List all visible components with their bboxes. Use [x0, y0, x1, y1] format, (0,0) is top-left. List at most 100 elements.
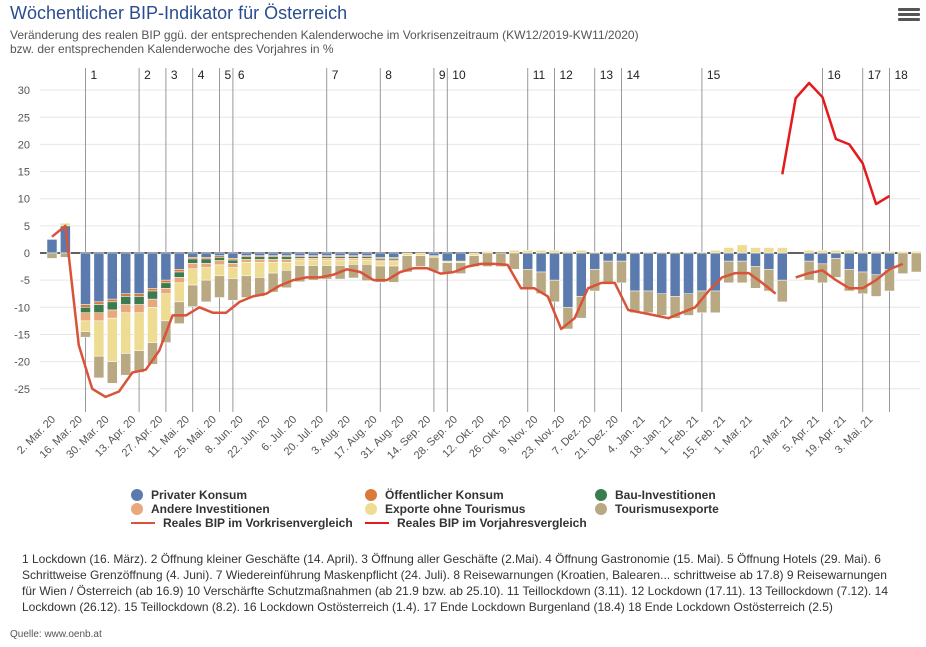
- bar-segment: [803, 252, 815, 262]
- legend-item[interactable]: Exporte ohne Tourismus: [365, 502, 525, 516]
- legend-label: Reales BIP im Vorkrisenvergleich: [163, 516, 353, 530]
- bar-segment: [830, 250, 842, 254]
- bar-segment: [884, 251, 895, 254]
- bar-segment: [133, 252, 145, 294]
- bar-segment: [227, 267, 239, 279]
- legend-swatch: [595, 503, 607, 515]
- legend-item[interactable]: Bau-Investitionen: [595, 488, 716, 502]
- bar-segment: [160, 279, 172, 284]
- bar-segment: [93, 301, 105, 305]
- bar-segment: [683, 251, 694, 254]
- bar-segment: [308, 265, 319, 281]
- legend-item[interactable]: Reales BIP im Vorkrisenvergleich: [131, 516, 353, 530]
- y-tick-label: 30: [18, 85, 30, 97]
- legend-swatch: [365, 489, 377, 501]
- bar-segment: [656, 251, 667, 254]
- bar-segment: [522, 269, 533, 289]
- bar-segment: [656, 252, 667, 294]
- bar-segment: [241, 252, 252, 256]
- bar-segment: [120, 353, 131, 376]
- bar-segment: [750, 247, 761, 254]
- event-label: 8: [385, 68, 392, 82]
- bar-segment: [857, 271, 868, 294]
- legend-item[interactable]: Andere Investitionen: [131, 502, 270, 516]
- bar-segment: [777, 279, 788, 303]
- bar-segment: [294, 265, 306, 283]
- event-label: 4: [198, 68, 205, 82]
- legend-label: Tourismusexporte: [615, 502, 719, 516]
- bar-segment: [522, 252, 533, 270]
- bar-segment: [308, 252, 319, 256]
- bar-segment: [120, 312, 131, 354]
- bar-segment: [187, 252, 198, 258]
- bar-segment: [241, 256, 252, 260]
- bar-segment: [683, 252, 694, 294]
- bar-segment: [80, 304, 91, 308]
- legend-item[interactable]: Reales BIP im Vorjahresvergleich: [365, 516, 587, 530]
- y-tick-label: 25: [18, 112, 30, 124]
- legend-swatch: [365, 503, 377, 515]
- bar-segment: [187, 258, 198, 264]
- event-label: 15: [707, 68, 721, 82]
- hamburger-menu-icon[interactable]: [898, 6, 920, 24]
- y-tick-label: 20: [18, 139, 30, 151]
- bar-segment: [241, 259, 252, 263]
- bar-segment: [509, 250, 520, 254]
- bar-segment: [696, 251, 708, 254]
- bar-segment: [643, 252, 654, 292]
- bar-segment: [80, 307, 91, 313]
- event-label: 1: [91, 68, 98, 82]
- legend-swatch: [595, 489, 607, 501]
- bar-segment: [616, 251, 627, 254]
- legend-label: Andere Investitionen: [151, 502, 270, 516]
- legend: Privater Konsum Öffentlicher Konsum Bau-In…: [0, 488, 926, 534]
- line-vorjahresvergleich: [781, 81, 891, 206]
- bar-segment: [200, 267, 212, 281]
- bar-segment: [46, 239, 58, 254]
- bar-segment: [576, 252, 587, 297]
- bar-segment: [227, 278, 239, 301]
- bar-segment: [375, 261, 386, 267]
- bar-segment: [643, 290, 654, 313]
- bar-segment: [589, 269, 600, 292]
- bar-segment: [174, 277, 185, 284]
- bar-segment: [629, 252, 641, 292]
- bar-segment: [174, 271, 185, 278]
- y-tick-label: -5: [20, 275, 30, 287]
- bar-segment: [455, 252, 466, 262]
- bar-segment: [214, 257, 225, 261]
- bar-segment: [870, 274, 882, 297]
- chart-title: Wöchentlicher BIP-Indikator für Österrei…: [10, 3, 348, 23]
- bar-segment: [267, 259, 279, 263]
- bar-segment: [669, 252, 681, 297]
- footnotes: 1 Lockdown (16. März). 2 Öffnung kleiner…: [22, 552, 889, 614]
- bar-segment: [589, 251, 600, 254]
- bar-segment: [107, 298, 118, 303]
- bar-segment: [107, 317, 118, 362]
- bar-segment: [857, 252, 868, 273]
- bar-segment: [830, 252, 842, 259]
- bar-segment: [870, 251, 882, 254]
- bar-segment: [616, 252, 627, 262]
- bar-segment: [817, 250, 828, 254]
- bar-segment: [120, 293, 131, 297]
- bar-segment: [415, 252, 426, 256]
- bar-segment: [281, 259, 292, 263]
- bar-segment: [870, 252, 882, 275]
- bar-segment: [60, 252, 71, 258]
- bar-segment: [509, 252, 520, 270]
- legend-item[interactable]: Privater Konsum: [131, 488, 247, 502]
- bar-segment: [214, 252, 225, 256]
- bar-segment: [777, 247, 788, 254]
- bar-segment: [696, 252, 708, 292]
- bar-segment: [133, 312, 145, 351]
- bar-segment: [281, 252, 292, 256]
- legend-item[interactable]: Öffentlicher Konsum: [365, 488, 504, 502]
- bar-segment: [535, 250, 547, 254]
- bar-segment: [334, 259, 346, 266]
- legend-item[interactable]: Tourismusexporte: [595, 502, 719, 516]
- event-label: 18: [895, 68, 909, 82]
- bar-segment: [308, 259, 319, 266]
- bar-segment: [160, 282, 172, 289]
- bar-segment: [160, 288, 172, 294]
